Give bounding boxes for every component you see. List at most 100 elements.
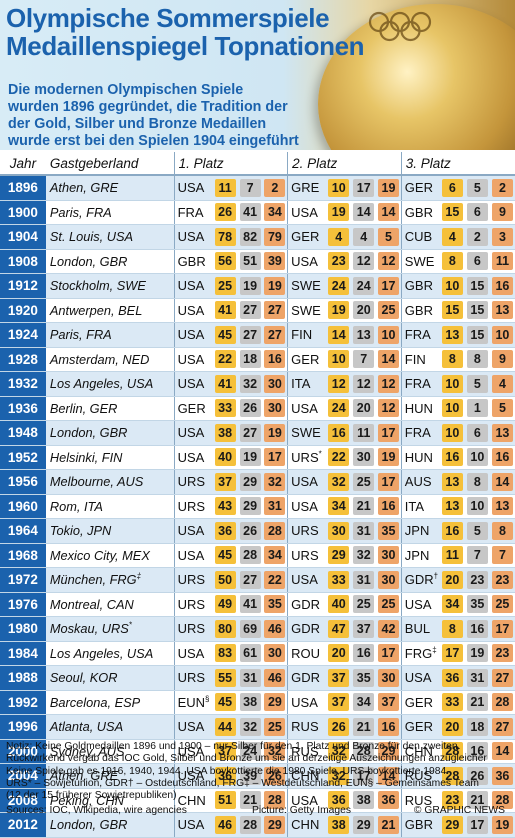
silver-count-cell: 7 [351,347,377,372]
year-cell: 1976 [0,592,46,617]
host-cell: Paris, FRA [45,322,175,348]
country-code: URS [287,543,327,568]
bronze-count: 25 [378,595,399,614]
gold-count: 45 [214,693,236,712]
silver-count-cell: 21 [464,690,490,715]
silver-count-cell: 26 [237,518,263,544]
gold-count: 33 [441,693,463,712]
gold-count-cell: 13 [439,322,465,348]
header-year: Jahr [0,152,46,176]
country-code: BUL [400,616,440,642]
silver-count: 7 [353,350,375,369]
bronze-count-cell: 14 [376,200,402,225]
host-name: Antwerpen, BEL [49,302,143,318]
bronze-count: 12 [378,399,399,418]
country-code-text: USA [177,180,205,196]
country-code-text: GDR [404,572,434,588]
silver-count-cell: 13 [351,322,377,348]
silver-count-cell: 30 [351,445,377,470]
silver-count-cell: 27 [237,420,263,446]
bronze-count-cell: 12 [376,249,402,274]
gold-count: 16 [441,448,463,467]
gold-count-cell: 78 [212,224,238,250]
bronze-count-cell: 13 [489,298,515,323]
gold-count-cell: 29 [326,543,352,568]
country-code: USA [173,543,213,568]
country-code: GDR [287,665,327,691]
silver-count: 27 [239,325,261,344]
gold-count-cell: 36 [212,518,238,544]
silver-count-cell: 35 [464,592,490,617]
gold-count: 50 [214,570,236,589]
country-code: USA [173,347,213,372]
country-code-text: URS [177,474,206,490]
silver-count: 26 [239,399,261,418]
bronze-count-cell: 27 [262,298,288,323]
country-code: GER [287,347,327,372]
silver-count-cell: 21 [351,714,377,740]
bronze-count: 30 [378,668,399,687]
gold-count: 13 [441,497,463,516]
copyright: © GRAPHIC NEWS [413,805,505,816]
country-code-text: USA [177,645,205,661]
host-cell: Moskau, URS* [45,616,175,642]
silver-count: 13 [353,325,375,344]
year-cell: 1996 [0,714,46,740]
bronze-count-cell: 8 [489,518,515,544]
gold-count: 10 [441,399,463,418]
gold-count-cell: 45 [212,690,238,715]
gold-count: 38 [328,815,350,834]
gold-count: 32 [328,766,350,785]
table-row: 1964 Tokio, JPN USA 36 26 28 URS 30 31 35 JPN 16 5 8 [0,518,515,544]
bronze-count: 19 [378,178,399,197]
country-code-text: JPN [404,547,430,563]
host-name: Sydney, AUS [49,743,125,759]
bronze-count: 30 [264,644,286,663]
bronze-count-cell: 14 [376,763,402,789]
gold-count: 56 [214,252,236,271]
gold-count-cell: 28 [439,763,465,789]
silver-count-cell: 32 [237,371,263,397]
country-code-text: USA [177,743,205,759]
country-code: FRG‡ [400,641,440,666]
intro-line: Die modernen Olympischen Spiele [8,82,244,98]
silver-count: 24 [353,276,375,295]
silver-count: 8 [466,472,488,491]
olympic-rings-icon [368,11,432,42]
year-cell: 1972 [0,567,46,593]
silver-count: 7 [239,178,261,197]
host-name: Montreal, CAN [49,596,134,612]
table-row: 1972 München, FRG‡ URS 50 27 22 USA 33 31 30 GDR† 2… [0,567,515,593]
gold-count: 16 [441,521,463,540]
bronze-count: 36 [491,766,513,785]
country-code: ITA [287,371,327,397]
gold-count: 14 [328,325,350,344]
silver-count-cell: 10 [464,494,490,519]
silver-count-cell: 39 [237,763,263,789]
bronze-count-cell: 26 [262,763,288,789]
year-cell: 2012 [0,812,46,838]
country-code: GBR [400,298,440,323]
bronze-count-cell: 35 [376,518,402,544]
silver-count: 5 [466,178,488,197]
country-code: HUN [400,396,440,421]
bronze-count-cell: 16 [262,347,288,372]
bronze-count: 4 [491,374,513,393]
silver-count-cell: 31 [351,518,377,544]
gold-count: 47 [328,619,350,638]
bronze-count-cell: 19 [262,273,288,299]
silver-count: 27 [239,423,261,442]
bronze-count-cell: 39 [262,249,288,274]
country-code: CHN [287,812,327,838]
gold-count-cell: 36 [439,665,465,691]
gold-count-cell: 17 [439,641,465,666]
gold-count: 4 [441,227,463,246]
gold-count: 26 [328,717,350,736]
gold-count: 33 [214,399,236,418]
host-name: Los Angeles, USA [49,376,154,392]
silver-count-cell: 27 [237,298,263,323]
silver-count-cell: 6 [464,200,490,225]
country-code-text: GBR [404,204,433,220]
bronze-count: 27 [264,325,286,344]
country-code: USA [173,420,213,446]
